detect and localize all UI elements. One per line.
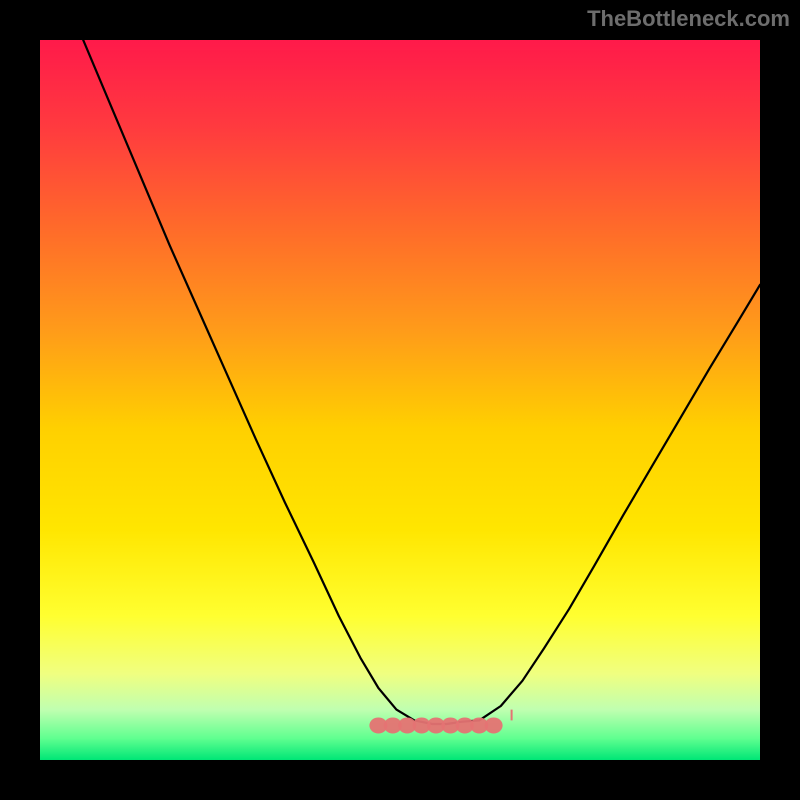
plot-area (40, 40, 760, 760)
chart-container: TheBottleneck.com (0, 0, 800, 800)
bottom-marker (369, 717, 502, 733)
curve-layer (40, 40, 760, 760)
watermark: TheBottleneck.com (587, 6, 790, 32)
bottleneck-curve (83, 40, 760, 724)
